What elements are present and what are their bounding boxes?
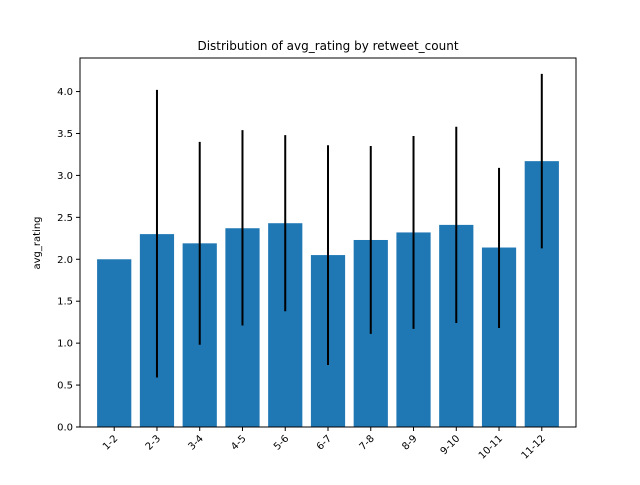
bar (97, 259, 132, 427)
plot-area: 0.00.51.01.52.02.53.03.54.01-2 2-3 3-4 4-5 5… (57, 57, 577, 462)
y-tick-label: 3.5 (57, 129, 73, 140)
y-tick-label: 2.0 (57, 255, 73, 266)
y-axis-label: avg_rating (32, 216, 43, 269)
chart-title: Distribution of avg_rating by retweet_co… (197, 39, 458, 53)
y-tick-label: 0.0 (57, 423, 73, 434)
y-tick-label: 4.0 (57, 87, 73, 98)
y-tick-label: 1.5 (57, 297, 73, 308)
y-tick-label: 1.0 (57, 339, 73, 350)
y-tick-label: 2.5 (57, 213, 73, 224)
y-tick-label: 3.0 (57, 171, 73, 182)
y-tick-label: 0.5 (57, 381, 73, 392)
